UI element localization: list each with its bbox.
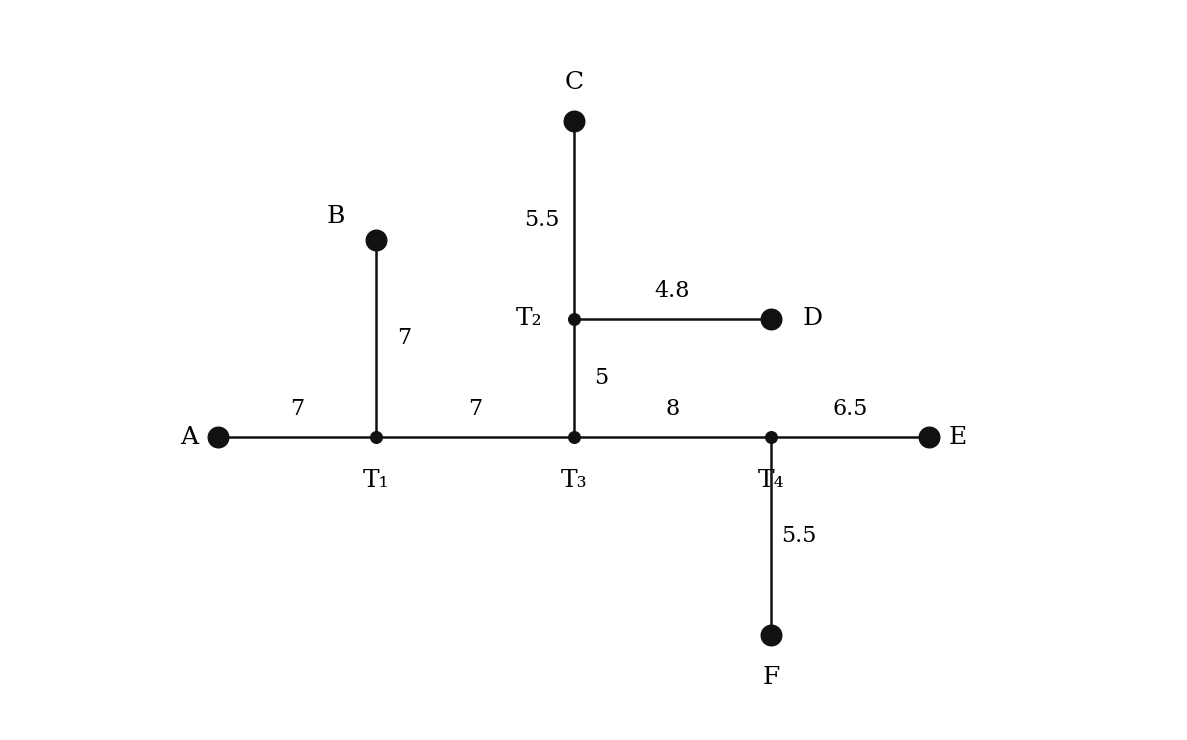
Point: [564, 313, 583, 325]
Point: [762, 629, 781, 641]
Point: [564, 431, 583, 443]
Text: E: E: [948, 425, 967, 448]
Text: 5.5: 5.5: [525, 209, 560, 231]
Text: C: C: [564, 70, 583, 93]
Point: [564, 115, 583, 127]
Point: [762, 313, 781, 325]
Text: 5: 5: [595, 367, 609, 389]
Text: B: B: [326, 205, 344, 228]
Text: 7: 7: [291, 398, 304, 420]
Text: 7: 7: [396, 327, 411, 349]
Text: 4.8: 4.8: [655, 280, 690, 302]
Text: T₄: T₄: [757, 468, 785, 491]
Text: T₁: T₁: [363, 468, 389, 491]
Text: T₂: T₂: [515, 307, 542, 330]
Point: [920, 431, 939, 443]
Point: [367, 234, 386, 246]
Text: 7: 7: [468, 398, 482, 420]
Point: [209, 431, 228, 443]
Text: T₃: T₃: [560, 468, 588, 491]
Text: F: F: [762, 666, 780, 689]
Text: 8: 8: [666, 398, 680, 420]
Point: [762, 431, 781, 443]
Text: A: A: [180, 425, 198, 448]
Text: 5.5: 5.5: [781, 525, 817, 547]
Text: 6.5: 6.5: [832, 398, 868, 420]
Text: D: D: [802, 307, 823, 330]
Point: [367, 431, 386, 443]
